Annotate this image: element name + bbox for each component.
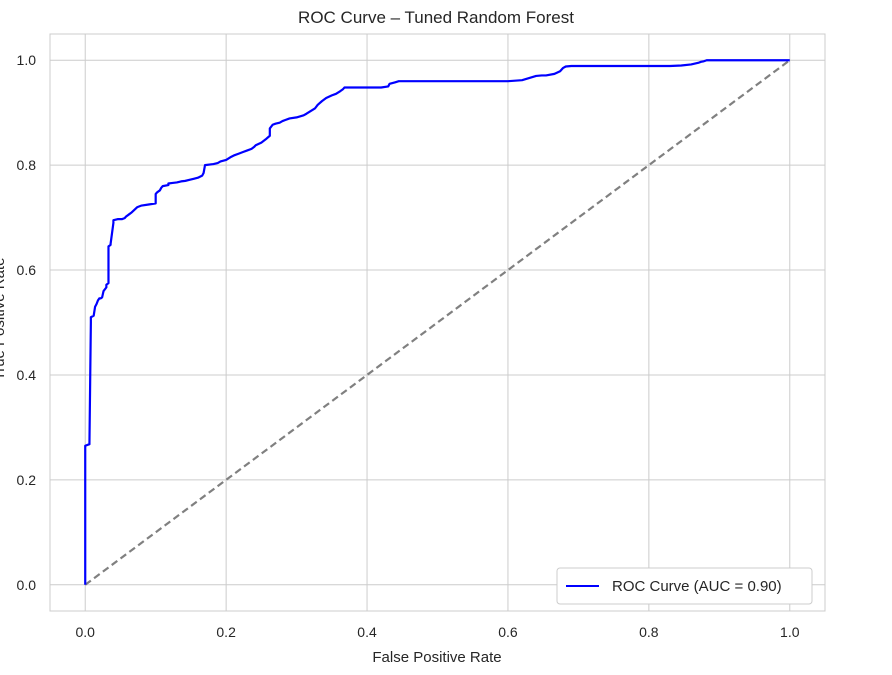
x-tick-label: 0.2 <box>216 624 236 640</box>
x-tick-label: 0.6 <box>498 624 518 640</box>
y-tick-labels: 0.0 0.2 0.4 0.6 0.8 1.0 <box>17 52 37 593</box>
x-tick-labels: 0.0 0.2 0.4 0.6 0.8 1.0 <box>75 624 799 640</box>
roc-curve-line <box>84 59 790 585</box>
x-tick-label: 0.0 <box>75 624 95 640</box>
y-tick-label: 1.0 <box>17 52 37 68</box>
y-tick-label: 0.6 <box>17 262 37 278</box>
x-tick-label: 0.8 <box>639 624 659 640</box>
y-tick-label: 0.0 <box>17 577 37 593</box>
y-axis-label: True Positive Rate <box>0 258 8 381</box>
x-tick-label: 1.0 <box>780 624 800 640</box>
legend: ROC Curve (AUC = 0.90) <box>556 567 813 605</box>
x-tick-label: 0.4 <box>357 624 377 640</box>
series-lines <box>84 59 791 586</box>
plot-area <box>49 33 826 612</box>
y-tick-label: 0.8 <box>17 157 37 173</box>
y-tick-label: 0.2 <box>17 472 37 488</box>
chart-title: ROC Curve – Tuned Random Forest <box>298 8 574 27</box>
x-axis-label: False Positive Rate <box>372 649 501 666</box>
legend-label: ROC Curve (AUC = 0.90) <box>612 578 782 595</box>
chance-diagonal-line <box>84 59 791 586</box>
y-tick-label: 0.4 <box>17 367 37 383</box>
legend-box <box>556 567 813 605</box>
